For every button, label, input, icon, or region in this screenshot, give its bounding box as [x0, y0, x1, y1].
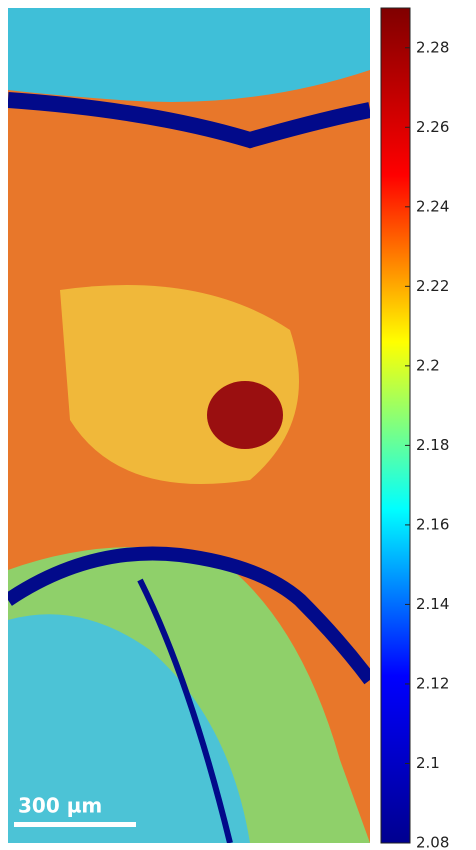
- colorbar-tick-label: 2.14: [416, 595, 449, 613]
- colorbar-tick-label: 2.08: [416, 834, 449, 850]
- map-image: [8, 8, 370, 843]
- colorbar-tick-label: 2.12: [416, 674, 449, 692]
- colorbar-tick-label: 2.28: [416, 38, 449, 56]
- scale-bar-label: 300 µm: [18, 794, 102, 818]
- colorbar-tick-label: 2.22: [416, 277, 449, 295]
- colorbar: [380, 7, 411, 844]
- colorbar-tick-label: 2.24: [416, 197, 449, 215]
- colorbar-tick-label: 2.18: [416, 436, 449, 454]
- colorbar-tick-label: 2.26: [416, 118, 449, 136]
- colorbar-tick-label: 2.16: [416, 515, 449, 533]
- colorbar-tick-label: 2.2: [416, 356, 440, 374]
- colorbar-tick-label: 2.1: [416, 754, 440, 772]
